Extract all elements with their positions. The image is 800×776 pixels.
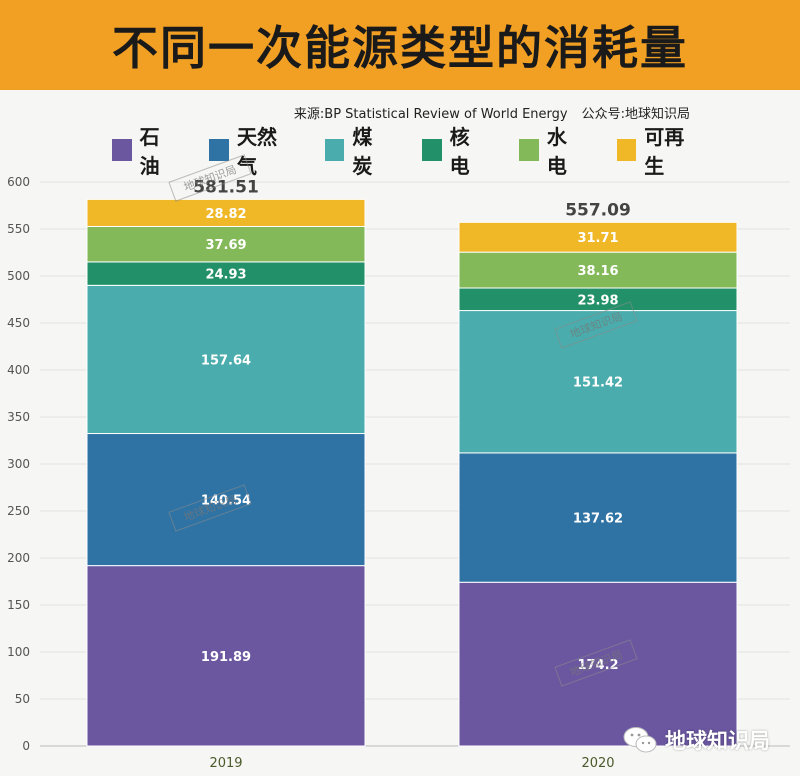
data-label: 28.82 <box>205 207 246 222</box>
account-text: 公众号:地球知识局 <box>581 107 690 122</box>
legend-item-gas: 天然气 <box>209 121 290 179</box>
y-tick-label: 100 <box>7 645 30 659</box>
title-banner: 不同一次能源类型的消耗量 <box>0 0 800 90</box>
source-line: 来源:BP Statistical Review of World Energy… <box>294 103 690 122</box>
legend-item-renewable: 可再生 <box>616 121 698 179</box>
legend-label: 水电 <box>546 125 567 178</box>
total-label: 581.51 <box>193 177 259 197</box>
y-tick-label: 400 <box>7 363 30 377</box>
data-label: 157.64 <box>201 353 251 368</box>
data-label: 24.93 <box>205 268 246 283</box>
data-label: 37.69 <box>205 238 246 253</box>
legend-item-hydro: 水电 <box>519 121 582 179</box>
source-text: 来源:BP Statistical Review of World Energy <box>293 107 568 122</box>
x-tick-label: 2019 <box>209 756 242 771</box>
legend-label: 煤炭 <box>352 125 373 178</box>
y-tick-label: 600 <box>7 175 30 189</box>
legend-item-nuclear: 核电 <box>421 121 485 179</box>
total-label: 557.09 <box>565 200 631 220</box>
data-label: 191.89 <box>201 650 251 665</box>
wechat-icon <box>623 727 657 753</box>
bar-segment <box>458 221 738 253</box>
bar-segment <box>86 198 366 227</box>
legend-swatch <box>324 139 345 161</box>
legend: 石油 天然气 煤炭 核电 水电 可再生 <box>112 125 732 178</box>
y-tick-label: 200 <box>7 551 30 565</box>
legend-label: 石油 <box>139 125 160 178</box>
y-tick-label: 250 <box>7 504 30 518</box>
bar-segment <box>86 433 366 567</box>
stamp-frame <box>554 639 638 687</box>
data-label: 140.54 <box>201 494 251 509</box>
y-tick-label: 450 <box>7 316 30 330</box>
y-tick-label: 150 <box>7 598 30 612</box>
y-tick-label: 500 <box>7 269 30 283</box>
legend-swatch <box>616 139 637 161</box>
data-label: 151.42 <box>573 376 623 391</box>
legend-item-coal: 煤炭 <box>324 121 388 179</box>
data-label: 23.98 <box>577 293 618 308</box>
legend-label: 可再生 <box>644 125 685 178</box>
data-label: 31.71 <box>577 231 618 246</box>
legend-item-oil: 石油 <box>112 121 175 179</box>
bar-segment <box>458 310 738 454</box>
y-tick-label: 50 <box>15 692 30 706</box>
bar-segment <box>458 452 738 583</box>
watermark-text: 地球知识局 <box>665 729 770 753</box>
chart-title: 不同一次能源类型的消耗量 <box>112 21 688 75</box>
y-tick-label: 0 <box>22 739 30 753</box>
y-tick-label: 300 <box>7 457 30 471</box>
x-tick-label: 2020 <box>581 756 614 771</box>
legend-swatch <box>519 139 539 161</box>
watermark: 地球知识局 <box>623 725 770 755</box>
data-label: 137.62 <box>573 512 623 527</box>
legend-swatch <box>421 139 442 161</box>
stamp-frame <box>554 301 638 349</box>
bar-segment <box>86 565 366 747</box>
bar-segment <box>86 225 366 263</box>
legend-swatch <box>112 139 132 161</box>
legend-swatch <box>209 139 229 161</box>
bar-segment <box>458 581 738 747</box>
legend-label: 天然气 <box>236 125 277 178</box>
bar-segment <box>458 251 738 289</box>
stamp-frame <box>168 154 252 202</box>
data-label: 38.16 <box>577 264 618 279</box>
legend-label: 核电 <box>449 125 470 178</box>
y-tick-label: 550 <box>7 222 30 236</box>
y-tick-label: 350 <box>7 410 30 424</box>
stamp-frame <box>168 484 252 532</box>
